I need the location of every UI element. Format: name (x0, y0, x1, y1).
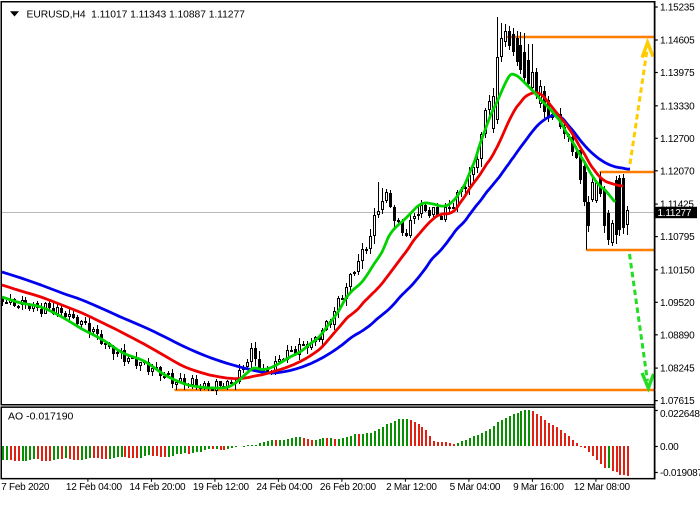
svg-text:26 Feb 20:00: 26 Feb 20:00 (320, 482, 377, 493)
svg-text:1.13975: 1.13975 (660, 68, 695, 79)
svg-text:5 Mar 04:00: 5 Mar 04:00 (450, 482, 501, 493)
svg-text:EURUSD,H4 1.11017 1.11343 1.1: EURUSD,H4 1.11017 1.11343 1.10887 1.1127… (27, 10, 246, 21)
svg-text:19 Feb 12:00: 19 Feb 12:00 (193, 482, 250, 493)
svg-text:12 Feb 04:00: 12 Feb 04:00 (66, 482, 123, 493)
svg-text:1.11277: 1.11277 (658, 208, 692, 219)
svg-text:1.15235: 1.15235 (660, 3, 695, 14)
svg-text:1.08890: 1.08890 (660, 330, 695, 341)
svg-text:0.00: 0.00 (660, 442, 679, 453)
svg-text:1.10795: 1.10795 (660, 232, 695, 243)
svg-text:1.14605: 1.14605 (660, 36, 695, 47)
svg-text:1.13330: 1.13330 (660, 101, 695, 112)
svg-text:1.12700: 1.12700 (660, 134, 695, 145)
svg-text:9 Mar 16:00: 9 Mar 16:00 (513, 482, 564, 493)
svg-text:-0.019087: -0.019087 (660, 468, 700, 479)
svg-text:1.12070: 1.12070 (660, 166, 695, 177)
svg-text:12 Mar 08:00: 12 Mar 08:00 (574, 482, 631, 493)
svg-text:AO -0.017190: AO -0.017190 (8, 411, 74, 423)
svg-text:7 Feb 2020: 7 Feb 2020 (1, 482, 50, 493)
svg-text:1.09520: 1.09520 (660, 298, 695, 309)
svg-text:1.10150: 1.10150 (660, 265, 695, 276)
svg-text:24 Feb 04:00: 24 Feb 04:00 (256, 482, 313, 493)
svg-text:0.022648: 0.022648 (660, 409, 700, 420)
svg-text:14 Feb 20:00: 14 Feb 20:00 (129, 482, 186, 493)
svg-text:1.07615: 1.07615 (660, 396, 695, 407)
svg-text:1.11425: 1.11425 (660, 200, 694, 211)
svg-text:2 Mar 12:00: 2 Mar 12:00 (386, 482, 437, 493)
svg-text:1.08245: 1.08245 (660, 364, 695, 375)
